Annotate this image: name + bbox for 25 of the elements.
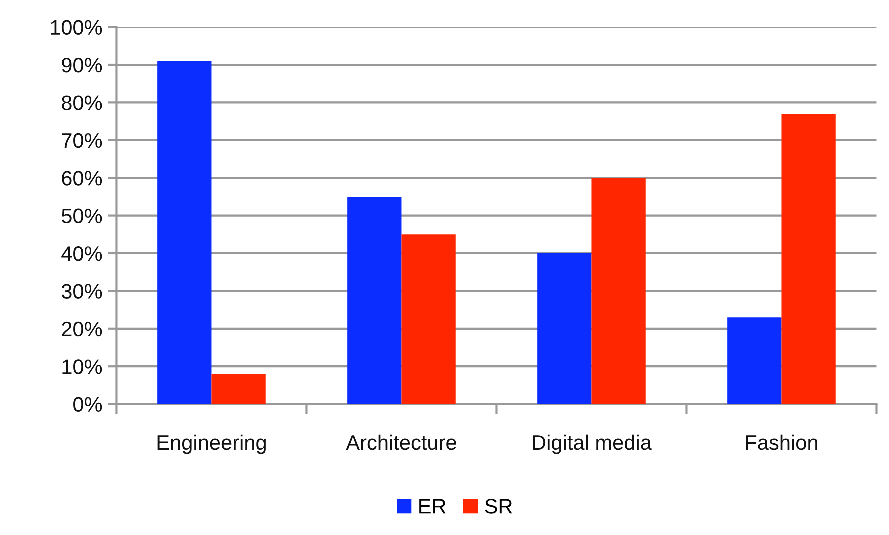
legend-label: ER xyxy=(420,499,446,514)
x-tick-label: Engineering xyxy=(158,434,266,454)
bar xyxy=(538,253,592,404)
y-tick-label: 70% xyxy=(62,133,102,148)
bar xyxy=(782,114,836,404)
y-tick-label: 80% xyxy=(62,96,102,110)
y-tick-label: 0% xyxy=(74,397,102,412)
bar xyxy=(158,61,212,404)
x-tick-label: Fashion xyxy=(746,434,818,450)
bar xyxy=(212,374,266,404)
x-tick-label: Architecture xyxy=(346,434,456,450)
bar xyxy=(402,234,456,404)
y-tick-label: 40% xyxy=(62,246,102,262)
y-tick-label: 20% xyxy=(62,322,102,337)
bar xyxy=(592,178,646,404)
y-tick-label: 100% xyxy=(51,20,102,36)
x-tick-label: Digital media xyxy=(533,434,652,454)
y-tick-label: 30% xyxy=(62,284,102,299)
y-tick-label: 60% xyxy=(62,171,102,186)
legend-label: SR xyxy=(485,499,512,514)
y-tick-label: 50% xyxy=(62,208,102,224)
y-tick-label: 90% xyxy=(62,58,102,73)
y-tick-label: 10% xyxy=(62,360,102,374)
bar xyxy=(728,318,782,404)
bar xyxy=(348,196,402,404)
